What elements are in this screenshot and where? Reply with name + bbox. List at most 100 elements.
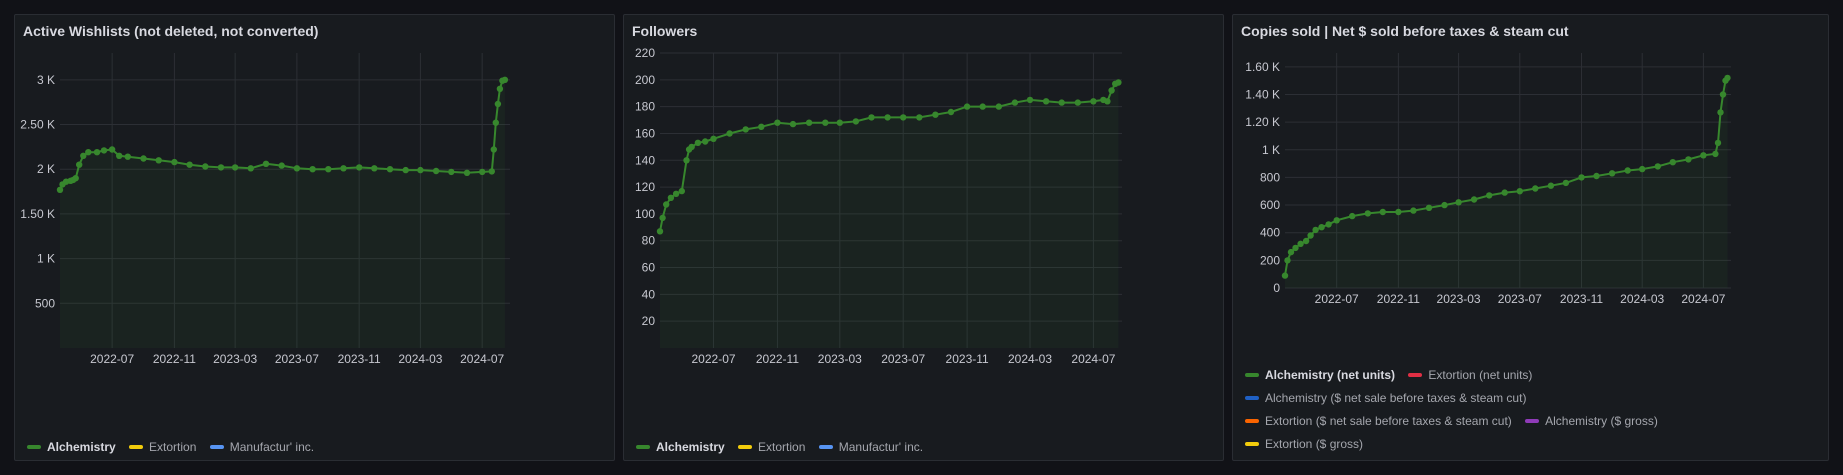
data-point <box>1516 188 1523 195</box>
y-tick-label: 0 <box>1273 281 1280 295</box>
data-point <box>1547 182 1555 189</box>
y-tick-label: 1.40 K <box>1245 87 1280 101</box>
swatch-icon <box>1245 419 1259 423</box>
legend-item-extortion-gross[interactable]: Extortion ($ gross) <box>1245 433 1363 456</box>
y-tick-label: 140 <box>635 153 655 167</box>
data-point <box>1441 201 1448 209</box>
data-point <box>852 118 860 125</box>
legend-row: Extortion ($ gross) <box>1245 431 1668 454</box>
swatch-icon <box>738 445 753 449</box>
swatch-icon <box>818 445 833 449</box>
y-tick-label: 2.50 K <box>20 118 55 132</box>
wishlists-chart: 500 1 K 1.50 K 2 K 2.50 K 3 K 2022-07 2022-11 20… <box>20 53 510 366</box>
data-point <box>1312 226 1319 234</box>
data-point <box>108 146 116 153</box>
y-tick-label: 400 <box>1260 226 1280 240</box>
swatch-icon <box>129 445 144 449</box>
y-tick-label: 200 <box>1260 253 1280 267</box>
legend-item-extortion-net-units[interactable]: Extortion (net units) <box>1408 364 1532 387</box>
data-point <box>247 165 254 172</box>
data-point <box>371 165 378 172</box>
x-tick-label: 2023-03 <box>213 352 257 366</box>
data-point <box>124 153 131 160</box>
data-point <box>1455 199 1462 206</box>
data-point <box>100 147 108 154</box>
data-point <box>85 149 92 156</box>
swatch-icon <box>27 445 41 449</box>
data-point <box>501 76 509 83</box>
data-point <box>1011 99 1019 106</box>
data-point <box>402 166 409 174</box>
data-point <box>1395 208 1402 216</box>
y-tick-label: 200 <box>635 73 655 87</box>
x-tick-label: 2023-03 <box>818 352 862 366</box>
y-tick-label: 500 <box>35 296 55 310</box>
data-point <box>774 119 781 126</box>
data-point <box>1712 150 1719 158</box>
legend-item-manufactur[interactable]: Manufactur' inc. <box>209 436 314 459</box>
data-point <box>309 166 316 173</box>
data-point <box>1719 91 1727 98</box>
data-point <box>1379 208 1386 216</box>
data-point <box>1685 156 1692 163</box>
legend-item-manufactur[interactable]: Manufactur' inc. <box>818 436 923 459</box>
data-point <box>1724 74 1731 82</box>
y-tick-label: 3 K <box>37 73 55 87</box>
x-tick-label: 2024-03 <box>1008 352 1052 366</box>
y-tick-label: 2 K <box>37 162 55 176</box>
legend-item-extortion-net-sale[interactable]: Extortion ($ net sale before taxes & ste… <box>1245 410 1512 433</box>
y-tick-label: 600 <box>1260 198 1280 212</box>
swatch-icon <box>1245 396 1259 400</box>
x-tick-label: 2022-11 <box>756 352 799 366</box>
x-tick-label: 2024-07 <box>1071 352 1115 366</box>
legend-item-alchemistry[interactable]: Alchemistry <box>27 436 116 459</box>
data-point <box>490 146 497 153</box>
data-point <box>417 166 424 174</box>
data-point <box>1281 272 1289 279</box>
data-point <box>1318 224 1325 231</box>
series-area <box>660 82 1119 348</box>
x-tick-label: 2023-07 <box>1498 292 1542 306</box>
data-point <box>93 149 101 156</box>
data-point <box>805 119 813 126</box>
data-point <box>1364 210 1371 217</box>
y-tick-label: 40 <box>642 287 656 301</box>
data-point <box>356 164 363 171</box>
data-point <box>884 114 891 121</box>
y-tick-label: 120 <box>635 180 655 194</box>
legend-item-alchemistry-gross[interactable]: Alchemistry ($ gross) <box>1525 410 1658 433</box>
data-point <box>432 167 440 175</box>
x-tick-label: 2023-11 <box>1560 292 1603 306</box>
x-tick-label: 2023-07 <box>881 352 925 366</box>
data-point <box>916 114 923 121</box>
data-point <box>1501 189 1508 196</box>
data-point <box>492 119 499 126</box>
legend-row: Alchemistry Extortion Manufactur' inc. <box>27 434 324 457</box>
data-point <box>1624 167 1631 174</box>
data-point <box>448 168 455 176</box>
data-point <box>140 155 147 162</box>
x-tick-label: 2023-11 <box>946 352 989 366</box>
legend-item-alchemistry-net-sale[interactable]: Alchemistry ($ net sale before taxes & s… <box>1245 387 1526 410</box>
data-point <box>171 158 178 166</box>
data-point <box>678 187 685 195</box>
x-tick-label: 2022-07 <box>692 352 736 366</box>
legend-item-alchemistry[interactable]: Alchemistry <box>636 436 725 459</box>
legend-item-extortion[interactable]: Extortion <box>738 436 805 459</box>
legend-item-alchemistry-net-units[interactable]: Alchemistry (net units) <box>1245 364 1395 387</box>
data-point <box>1104 98 1111 105</box>
data-point <box>1593 172 1600 180</box>
legend-item-extortion[interactable]: Extortion <box>129 436 196 459</box>
legend-row: Alchemistry Extortion Manufactur' inc. <box>636 434 933 457</box>
data-point <box>979 103 986 110</box>
data-point <box>76 161 83 168</box>
y-tick-label: 60 <box>642 261 656 275</box>
x-tick-label: 2023-07 <box>275 352 319 366</box>
data-point <box>1284 257 1291 264</box>
legend-row: Alchemistry (net units) Extortion (net u… <box>1245 362 1668 385</box>
y-tick-label: 1.60 K <box>1245 60 1280 74</box>
x-tick-label: 2022-11 <box>153 352 196 366</box>
data-point <box>1470 196 1478 203</box>
x-tick-label: 2022-07 <box>1315 292 1359 306</box>
data-point <box>694 139 702 146</box>
